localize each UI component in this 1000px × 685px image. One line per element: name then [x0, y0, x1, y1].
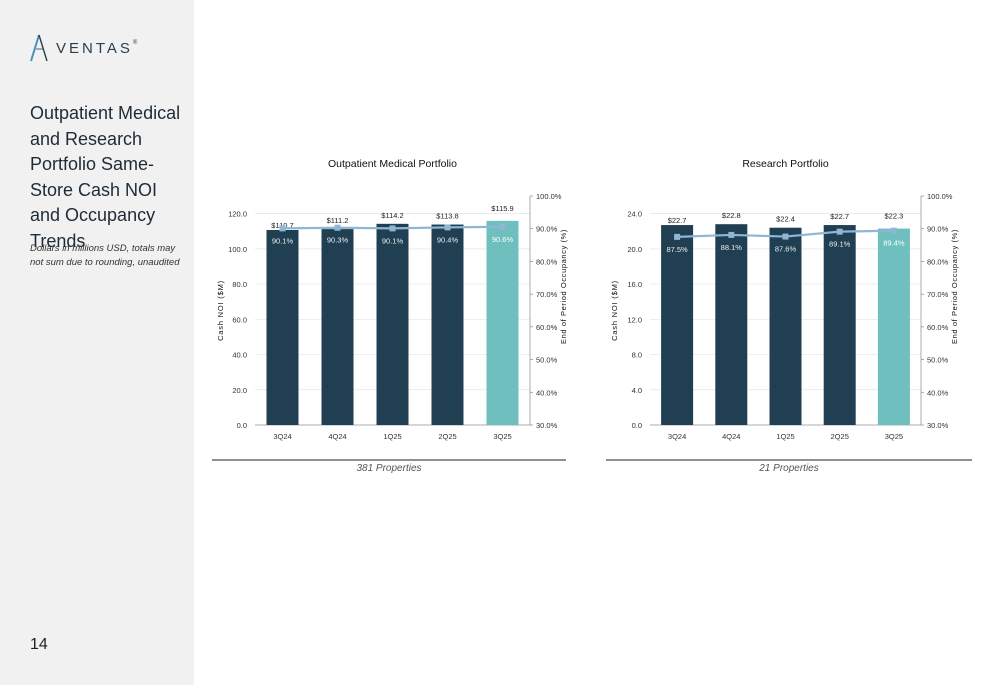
chart-title: Research Portfolio [742, 158, 829, 170]
occupancy-label: 89.4% [883, 239, 905, 248]
y-tick-label: 24.0 [627, 210, 642, 219]
y2-tick-label: 30.0% [536, 421, 558, 430]
bar-value-label: $114.2 [381, 211, 403, 220]
y2-tick-label: 100.0% [536, 192, 562, 201]
x-tick-label: 4Q24 [722, 432, 740, 441]
bar-1q25 [769, 227, 802, 425]
occupancy-marker [334, 224, 341, 231]
y2-tick-label: 60.0% [927, 323, 949, 332]
occupancy-label: 90.6% [492, 235, 514, 244]
occupancy-marker [279, 225, 286, 232]
x-tick-label: 4Q24 [328, 432, 346, 441]
occupancy-label: 87.6% [775, 245, 797, 254]
occupancy-label: 90.1% [272, 236, 294, 245]
x-tick-label: 2Q25 [438, 432, 456, 441]
y-tick-label: 16.0 [627, 280, 642, 289]
research-chart: Research Portfolio 0.0 4.0 8.0 12.0 16.0 20.0 2… [604, 150, 976, 470]
y2-axis-title: End of Period Occupancy (%) [559, 229, 568, 344]
y2-tick-label: 100.0% [927, 192, 953, 201]
y-axis-title: Cash NOI ($M) [216, 280, 225, 341]
bar-value-label: $111.2 [327, 216, 349, 225]
brand-name: VENTAS® [56, 39, 138, 57]
bar-3q24 [266, 229, 299, 425]
bar-4q24 [715, 224, 748, 425]
y2-tick-label: 90.0% [536, 225, 558, 234]
bar-value-label: $22.7 [830, 212, 849, 221]
x-tick-label: 3Q25 [493, 432, 511, 441]
chart-title: Outpatient Medical Portfolio [328, 158, 457, 170]
y2-tick-label: 40.0% [536, 388, 558, 397]
y-tick-label: 80.0 [232, 280, 247, 289]
bar-value-label: $22.3 [885, 212, 904, 221]
occupancy-label: 90.3% [327, 236, 349, 245]
bar-value-label: $22.4 [776, 215, 795, 224]
occupancy-marker [674, 233, 681, 240]
x-tick-label: 3Q24 [668, 432, 686, 441]
y2-tick-label: 80.0% [927, 257, 949, 266]
y-tick-label: 4.0 [632, 386, 642, 395]
chart-svg: Outpatient Medical Portfolio 0.0 20.0 40.0 6… [212, 158, 568, 461]
y-tick-label: 0.0 [632, 421, 642, 430]
outpatient-caption: 381 Properties [356, 463, 422, 474]
occupancy-marker [890, 227, 897, 234]
sidebar [0, 0, 194, 685]
y2-tick-label: 70.0% [927, 290, 949, 299]
y2-tick-label: 70.0% [536, 290, 558, 299]
y2-tick-label: 30.0% [927, 421, 949, 430]
bar-value-label: $115.9 [491, 204, 513, 213]
occupancy-label: 89.1% [829, 240, 851, 249]
occupancy-marker [728, 231, 735, 238]
y-tick-label: 20.0 [232, 386, 247, 395]
bar-2q25 [431, 224, 464, 425]
bar-value-label: $22.7 [668, 216, 687, 225]
y-axis-title: Cash NOI ($M) [610, 280, 619, 341]
page-title: Outpatient Medical and Research Portfoli… [30, 103, 181, 251]
y-tick-label: 100.0 [228, 245, 247, 254]
bar-value-label: $22.8 [722, 211, 741, 220]
y2-axis-title: End of Period Occupancy (%) [950, 229, 959, 344]
occupancy-marker [389, 225, 396, 232]
brand-mark: ® [132, 39, 138, 46]
occupancy-label: 88.1% [721, 243, 743, 252]
y-tick-label: 12.0 [627, 315, 642, 324]
x-tick-label: 3Q24 [273, 432, 291, 441]
occupancy-marker [499, 223, 506, 230]
occupancy-label: 87.5% [666, 245, 688, 254]
bar-3q25 [877, 228, 910, 425]
bar-1q25 [376, 223, 409, 425]
outpatient-medical-chart: Outpatient Medical Portfolio 0.0 20.0 40.0 6… [210, 150, 570, 470]
occupancy-label: 90.1% [382, 236, 404, 245]
x-tick-label: 2Q25 [831, 432, 849, 441]
bar-4q24 [321, 229, 354, 425]
occupancy-marker [836, 228, 843, 235]
chart-svg: Research Portfolio 0.0 4.0 8.0 12.0 16.0 20.0 2… [606, 158, 972, 461]
y2-tick-label: 90.0% [927, 225, 949, 234]
occupancy-label: 90.4% [437, 235, 459, 244]
occupancy-marker [782, 233, 789, 240]
bar-3q24 [661, 225, 694, 425]
y-tick-label: 8.0 [632, 351, 642, 360]
x-tick-label: 3Q25 [885, 432, 903, 441]
y2-tick-label: 50.0% [536, 356, 558, 365]
y-tick-label: 60.0 [232, 315, 247, 324]
y2-tick-label: 50.0% [927, 356, 949, 365]
y2-tick-label: 80.0% [536, 257, 558, 266]
ventas-logo: VENTAS® [30, 33, 137, 63]
y2-tick-label: 60.0% [536, 323, 558, 332]
x-tick-label: 1Q25 [776, 432, 794, 441]
y-tick-label: 120.0 [228, 210, 247, 219]
research-caption: 21 Properties [759, 463, 819, 474]
ventas-mark-icon [30, 34, 48, 62]
x-tick-label: 1Q25 [383, 432, 401, 441]
bar-3q25 [486, 220, 519, 425]
y2-tick-label: 40.0% [927, 388, 949, 397]
bar-2q25 [823, 225, 856, 425]
y-tick-label: 40.0 [232, 351, 247, 360]
occupancy-marker [444, 224, 451, 231]
page-number: 14 [30, 636, 48, 653]
y-tick-label: 0.0 [237, 421, 247, 430]
page-subtitle: Dollars in millions USD, totals may not … [30, 243, 180, 268]
bar-value-label: $113.8 [436, 212, 458, 221]
y-tick-label: 20.0 [627, 245, 642, 254]
